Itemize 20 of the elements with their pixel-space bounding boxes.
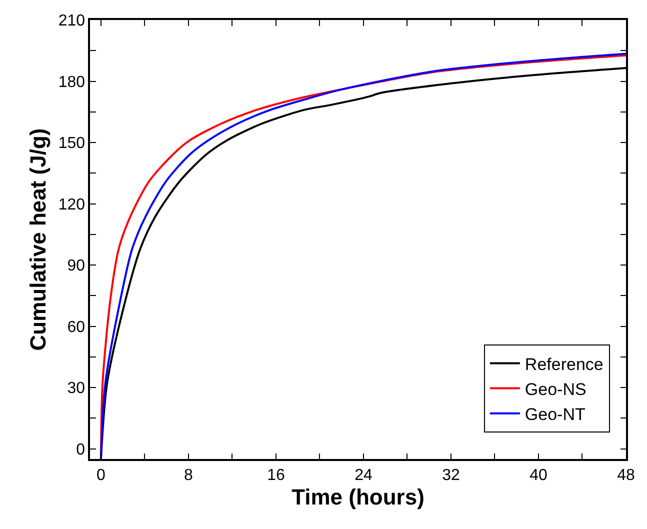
y-tick-label: 180	[58, 74, 86, 91]
x-tick-label: 16	[267, 466, 285, 484]
x-axis-title: Time (hours)	[292, 484, 424, 510]
x-tick-label: 24	[354, 466, 372, 484]
y-tick-label: 120	[58, 196, 86, 214]
y-tick-label: 0	[76, 441, 86, 458]
legend-label: Geo-NS	[524, 380, 586, 399]
x-tick-label: 32	[442, 466, 460, 484]
y-axis-title: Cumulative heat (J/g)	[26, 128, 51, 351]
legend-label: Geo-NT	[524, 405, 586, 424]
y-tick-label: 90	[67, 258, 86, 275]
y-tick-label: 150	[58, 135, 86, 152]
legend-label: Reference	[524, 354, 604, 374]
y-tick-label: 60	[67, 318, 86, 336]
x-tick-label: 40	[530, 466, 548, 484]
x-tick-label: 48	[617, 466, 635, 484]
x-tick-label: 8	[184, 466, 193, 484]
y-tick-label: 210	[58, 12, 86, 30]
x-tick-label: 0	[96, 466, 106, 484]
y-tick-label: 30	[67, 380, 86, 398]
